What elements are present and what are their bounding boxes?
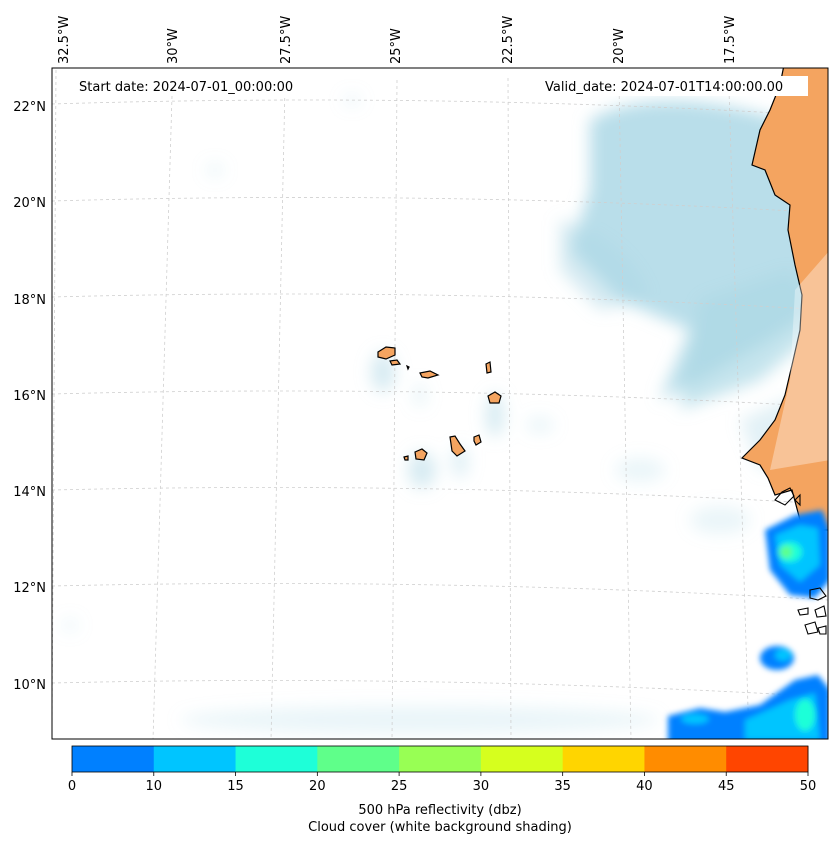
colorbar-tick-label: 40 <box>636 779 653 794</box>
colorbar-swatch <box>235 746 318 772</box>
cloud-cover-layer <box>62 95 828 734</box>
colorbar-swatch <box>72 746 155 772</box>
colorbar-tick-label: 45 <box>718 779 735 794</box>
lat-label: 22°N <box>13 100 46 115</box>
lat-label: 16°N <box>13 389 46 404</box>
lat-label: 10°N <box>13 678 46 693</box>
lat-label: 18°N <box>13 293 46 308</box>
colorbar-swatch <box>726 746 809 772</box>
cape-verde-islands <box>377 346 502 461</box>
lon-label: 27.5°W <box>279 16 294 64</box>
land-shading <box>770 252 828 470</box>
lon-label: 22.5°W <box>501 16 516 64</box>
colorbar-border <box>71 745 809 773</box>
colorbar-swatch <box>317 746 400 772</box>
colorbar-swatch <box>153 746 237 772</box>
colorbar-swatch <box>562 746 645 772</box>
colorbar-tick-label: 15 <box>227 779 244 794</box>
valid-date-label: Valid_date: 2024-07-01T14:00:00.00 <box>545 80 783 95</box>
lat-label: 20°N <box>13 196 46 211</box>
colorbar-tick-label: 20 <box>309 779 326 794</box>
colorbar: 0 10 15 20 25 30 35 40 45 50 <box>68 745 817 794</box>
colorbar-tick-label: 10 <box>146 779 163 794</box>
lon-label: 25°W <box>389 28 404 64</box>
colorbar-swatch <box>399 746 482 772</box>
lon-label: 30°W <box>166 28 181 64</box>
start-date-box <box>73 76 315 96</box>
colorbar-tick-label: 25 <box>391 779 408 794</box>
reflectivity-layer <box>668 510 828 739</box>
colorbar-tick-label: 0 <box>68 779 76 794</box>
lon-label: 20°W <box>612 28 627 64</box>
lon-label: 32.5°W <box>57 16 72 64</box>
colorbar-swatch <box>480 746 564 772</box>
colorbar-tick-label: 50 <box>800 779 817 794</box>
africa-coast <box>740 68 828 531</box>
lat-label: 12°N <box>13 581 46 596</box>
start-date-label: Start date: 2024-07-01_00:00:00 <box>79 80 293 95</box>
lat-label: 14°N <box>13 485 46 500</box>
map-frame <box>51 67 829 740</box>
colorbar-label-reflectivity: 500 hPa reflectivity (dbz) <box>358 803 521 818</box>
colorbar-tick-label: 30 <box>473 779 490 794</box>
colorbar-swatch <box>644 746 727 772</box>
colorbar-label-cloud-cover: Cloud cover (white background shading) <box>308 820 572 835</box>
guinea-coast-fragments <box>774 487 827 635</box>
valid-date-box <box>539 76 808 96</box>
graticule <box>52 69 828 739</box>
lon-label: 17.5°W <box>723 16 738 64</box>
colorbar-tick-label: 35 <box>554 779 571 794</box>
